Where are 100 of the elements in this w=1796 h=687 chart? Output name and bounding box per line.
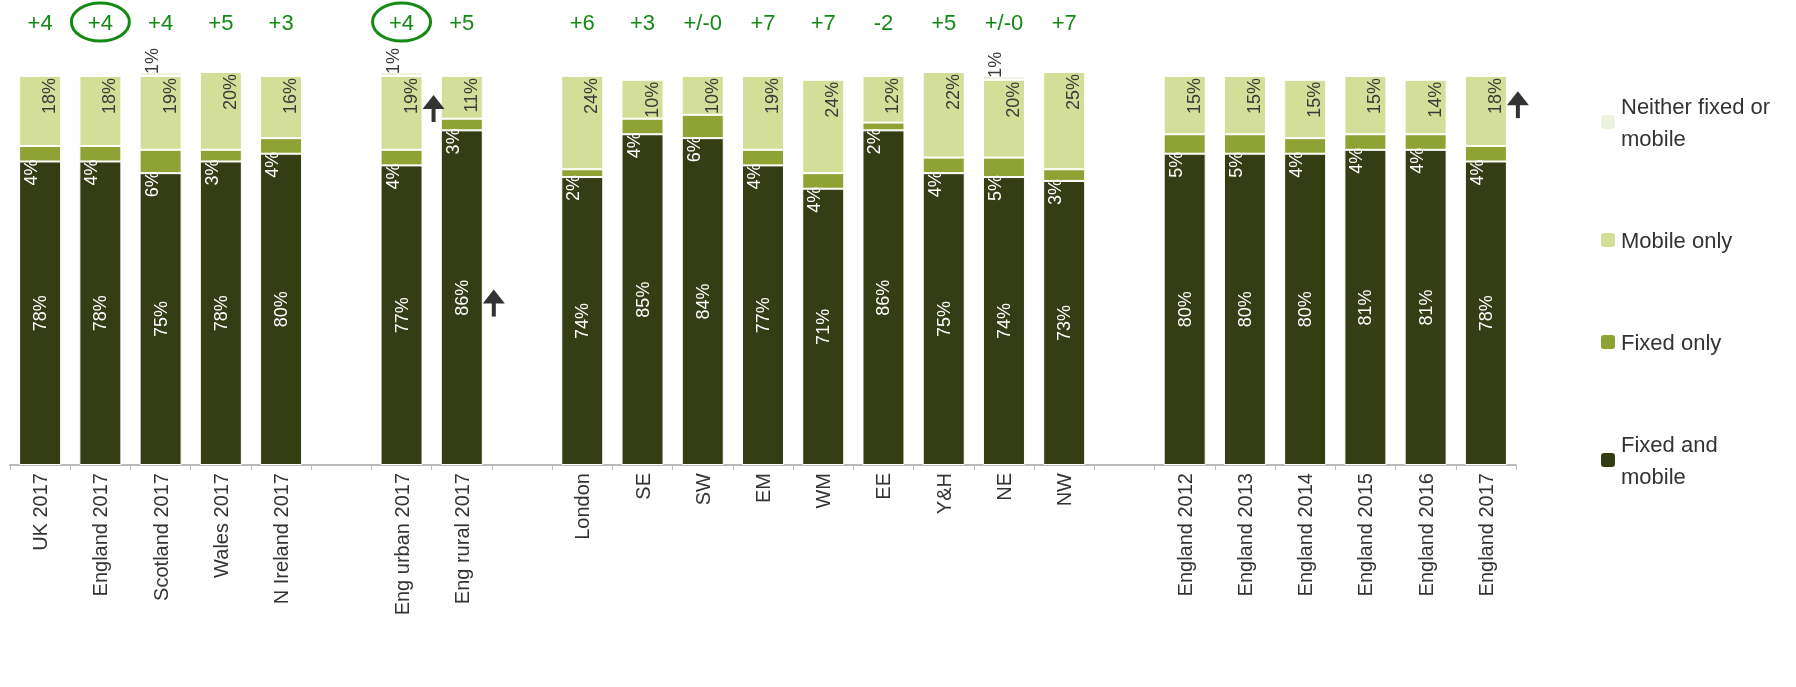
x-tick-label: NE bbox=[992, 473, 1015, 501]
x-tick-label: Eng urban 2017 bbox=[390, 473, 413, 616]
data-label: 3% bbox=[442, 128, 463, 155]
data-label: 5% bbox=[1225, 151, 1246, 178]
data-label: 18% bbox=[1484, 77, 1505, 114]
x-tick-label: England 2017 bbox=[89, 473, 112, 597]
data-label: 4% bbox=[804, 186, 825, 213]
data-label: 78% bbox=[1475, 295, 1496, 332]
data-label: 4% bbox=[262, 151, 283, 178]
x-tick-label: England 2017 bbox=[1474, 473, 1497, 597]
text: +3 bbox=[629, 9, 656, 35]
data-label: 6% bbox=[683, 136, 704, 163]
data-label: 6% bbox=[141, 171, 162, 198]
text: +5 bbox=[449, 9, 475, 35]
text: +4 bbox=[389, 9, 415, 35]
data-label: 4% bbox=[623, 132, 644, 159]
data-label: 11% bbox=[460, 77, 481, 113]
x-tick-label: UK 2017 bbox=[29, 473, 52, 551]
data-label: 71% bbox=[813, 308, 834, 345]
data-label: 75% bbox=[933, 301, 954, 338]
data-label: 15% bbox=[1183, 77, 1204, 114]
data-label: 74% bbox=[993, 303, 1014, 340]
data-label: 4% bbox=[1406, 147, 1427, 174]
x-tick-label: Wales 2017 bbox=[209, 473, 232, 578]
x-tick-label: WM bbox=[812, 473, 835, 509]
data-label: 80% bbox=[1295, 291, 1316, 328]
data-label: 20% bbox=[1002, 81, 1023, 118]
x-tick-label: England 2015 bbox=[1354, 473, 1377, 597]
text: +5 bbox=[208, 9, 234, 35]
data-label: 5% bbox=[1165, 151, 1186, 178]
data-label: 1% bbox=[141, 47, 162, 74]
text: +7 bbox=[1051, 9, 1077, 35]
data-label: 2% bbox=[864, 128, 885, 155]
data-label: 4% bbox=[1286, 151, 1307, 178]
text: -2 bbox=[873, 9, 894, 35]
text: +7 bbox=[750, 9, 776, 35]
data-label: 73% bbox=[1054, 304, 1075, 341]
data-label: 22% bbox=[942, 74, 963, 111]
data-label: 19% bbox=[159, 77, 180, 114]
x-tick-label: England 2016 bbox=[1414, 473, 1437, 597]
data-label: 4% bbox=[924, 171, 945, 198]
text: +7 bbox=[810, 9, 836, 35]
data-label: 86% bbox=[451, 279, 472, 316]
data-label: 15% bbox=[1364, 77, 1385, 114]
data-label: 5% bbox=[984, 175, 1005, 202]
data-label: 10% bbox=[641, 81, 662, 118]
data-label: 78% bbox=[90, 295, 111, 332]
data-label: 80% bbox=[1234, 291, 1255, 328]
x-tick-label: EM bbox=[752, 473, 774, 503]
data-label: 14% bbox=[1424, 81, 1445, 118]
data-label: 80% bbox=[1174, 291, 1195, 328]
data-label: 81% bbox=[1415, 289, 1436, 326]
data-label: 19% bbox=[762, 77, 782, 114]
data-label: 84% bbox=[692, 283, 713, 320]
x-tick-label: Scotland 2017 bbox=[149, 473, 172, 601]
data-label: 3% bbox=[1045, 178, 1066, 205]
data-label: 86% bbox=[873, 279, 894, 316]
x-tick-label: EE bbox=[872, 473, 895, 500]
legend-label: Fixed only bbox=[1621, 329, 1722, 355]
data-label: 24% bbox=[822, 81, 843, 118]
x-tick-label: Eng rural 2017 bbox=[450, 473, 473, 605]
text: +3 bbox=[268, 9, 294, 35]
data-label: 85% bbox=[632, 281, 653, 318]
x-tick-label: England 2012 bbox=[1173, 473, 1196, 597]
data-label: 78% bbox=[210, 295, 231, 332]
data-label: 1% bbox=[382, 47, 403, 74]
x-tick-label: England 2013 bbox=[1233, 473, 1256, 597]
text: +4 bbox=[148, 9, 174, 35]
data-label: 18% bbox=[99, 77, 120, 114]
data-label: 15% bbox=[1243, 77, 1264, 114]
x-tick-label: SW bbox=[691, 472, 714, 506]
data-label: 20% bbox=[219, 74, 240, 111]
legend-label: Fixed and mobile bbox=[1621, 431, 1724, 489]
data-label: 24% bbox=[581, 77, 602, 114]
data-label: 77% bbox=[753, 297, 773, 334]
data-label: 10% bbox=[701, 77, 722, 114]
x-tick-label: N Ireland 2017 bbox=[270, 473, 293, 605]
x-tick-label: NW bbox=[1053, 472, 1076, 507]
x-tick-label: London bbox=[571, 473, 594, 540]
legend-label: Neither fixed or mobile bbox=[1621, 93, 1777, 151]
data-label: 78% bbox=[30, 295, 51, 332]
data-label: 16% bbox=[280, 77, 301, 114]
data-label: 80% bbox=[271, 291, 292, 328]
data-label: 18% bbox=[39, 77, 60, 114]
data-label: 74% bbox=[572, 303, 593, 340]
data-label: 25% bbox=[1063, 74, 1084, 111]
text: +/-0 bbox=[683, 9, 723, 35]
text: +6 bbox=[569, 9, 595, 35]
legend-label: Mobile only bbox=[1621, 227, 1733, 253]
x-tick-label: England 2014 bbox=[1294, 473, 1317, 597]
data-label: 1% bbox=[984, 51, 1005, 78]
data-label: 19% bbox=[400, 77, 421, 114]
data-label: 12% bbox=[882, 77, 903, 114]
data-label: 81% bbox=[1355, 289, 1376, 326]
data-label: 77% bbox=[391, 297, 412, 334]
x-tick-label: Y&H bbox=[932, 473, 955, 515]
text: +5 bbox=[931, 9, 957, 35]
data-label: 15% bbox=[1304, 81, 1325, 118]
text: +4 bbox=[27, 9, 53, 35]
data-label: 75% bbox=[150, 301, 171, 338]
